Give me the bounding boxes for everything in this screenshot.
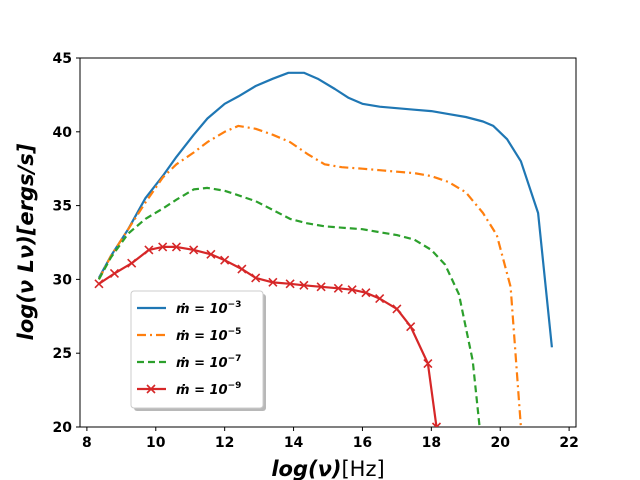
legend-label-base: ṁ = 10 <box>176 329 228 344</box>
x-tick-label: 18 <box>422 435 441 451</box>
x-axis-label-unit: [Hz] <box>341 457 384 480</box>
x-axis-label-main: log(ν) <box>271 457 341 480</box>
x-tick-label: 12 <box>215 435 234 451</box>
x-tick-label: 14 <box>284 435 304 451</box>
x-axis-ticks: 8 10 12 14 16 18 20 22 <box>82 427 579 451</box>
x-tick-label: 22 <box>559 435 578 451</box>
y-tick-label: 45 <box>53 51 72 67</box>
data-point-marker <box>220 255 230 265</box>
data-point-marker <box>316 282 326 292</box>
data-point-marker <box>375 294 385 304</box>
data-point-marker <box>333 283 343 293</box>
legend-label-exponent: −7 <box>228 354 242 364</box>
legend: ṁ = 10−3ṁ = 10−5ṁ = 10−7ṁ = 10−9 <box>130 290 266 411</box>
series-line-3 <box>97 186 481 427</box>
x-tick-label: 16 <box>353 435 372 451</box>
y-axis-label: log(ν Lν)[ergs/s] <box>14 143 38 340</box>
data-point-marker <box>299 280 309 290</box>
data-point-marker <box>94 279 104 289</box>
data-point-marker <box>406 322 416 332</box>
data-point-marker <box>206 249 216 259</box>
legend-box <box>130 290 264 409</box>
data-point-marker <box>347 285 357 295</box>
legend-label-exponent: −5 <box>228 327 242 337</box>
legend-label-4: ṁ = 10−9 <box>176 381 241 398</box>
y-tick-label: 40 <box>53 125 73 141</box>
y-tick-label: 30 <box>53 272 73 288</box>
data-point-marker <box>127 258 137 268</box>
data-point-marker <box>268 277 278 287</box>
x-tick-label: 10 <box>146 435 166 451</box>
x-tick-label: 20 <box>490 435 510 451</box>
data-point-marker <box>251 273 261 283</box>
legend-marker <box>146 384 156 394</box>
legend-label-exponent: −3 <box>228 300 242 310</box>
legend-label-base: ṁ = 10 <box>176 356 228 371</box>
legend-label-1: ṁ = 10−3 <box>176 300 241 317</box>
legend-label-exponent: −9 <box>228 381 242 391</box>
data-point-marker <box>189 245 199 255</box>
legend-label-2: ṁ = 10−5 <box>176 327 241 344</box>
x-tick-label: 8 <box>82 435 92 451</box>
data-point-marker <box>361 288 371 298</box>
legend-label-base: ṁ = 10 <box>176 383 228 398</box>
legend-label-base: ṁ = 10 <box>176 302 228 317</box>
data-point-marker <box>423 358 433 369</box>
data-point-marker <box>109 268 120 279</box>
x-axis-label: log(ν)[Hz] <box>271 457 384 480</box>
data-point-marker <box>171 242 182 252</box>
legend-label-3: ṁ = 10−7 <box>176 354 241 371</box>
data-point-marker <box>237 264 247 274</box>
series-line-1 <box>97 71 553 348</box>
data-point-marker <box>158 242 168 252</box>
series-line-2 <box>97 124 522 427</box>
y-axis-ticks: 20 25 30 35 40 45 <box>53 51 80 436</box>
series-layer <box>94 71 553 427</box>
data-point-marker <box>285 279 295 289</box>
y-tick-label: 20 <box>53 420 73 436</box>
data-point-marker <box>392 304 402 314</box>
data-point-marker <box>431 422 442 427</box>
y-tick-label: 35 <box>53 199 72 215</box>
y-tick-label: 25 <box>53 346 72 362</box>
data-point-marker <box>144 245 154 255</box>
